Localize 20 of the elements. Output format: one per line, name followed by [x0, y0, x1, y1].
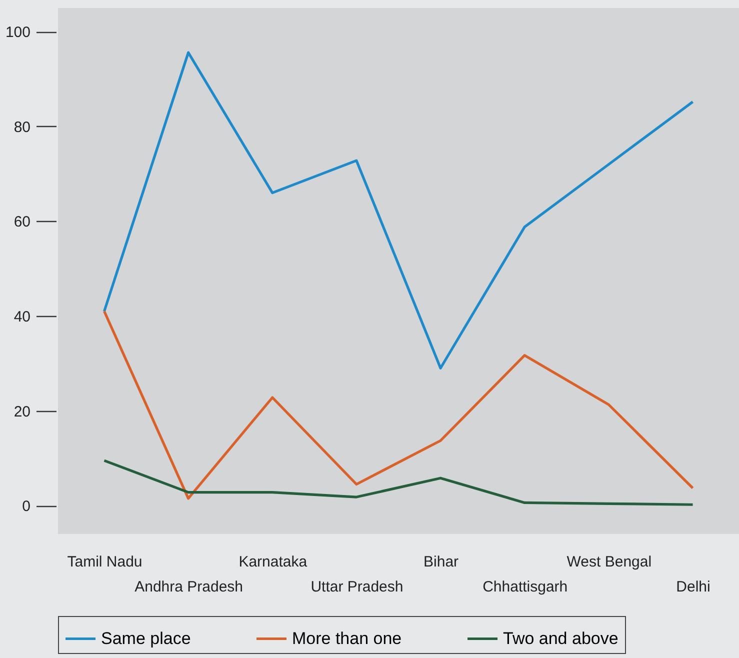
y-tick-label: 80	[14, 118, 30, 136]
x-tick-label: West Bengal	[566, 554, 652, 570]
y-tick-label: 60	[14, 214, 30, 231]
y-tick-label: 0	[22, 498, 30, 516]
legend-label: Two and above	[503, 628, 618, 648]
x-tick-label: Andhra Pradesh	[134, 578, 244, 596]
x-tick-label: Uttar Pradesh	[310, 578, 404, 596]
y-tick-label: 40	[14, 308, 30, 326]
line-series	[102, 310, 694, 500]
line-series	[102, 51, 694, 370]
x-tick-label: Karnataka	[238, 554, 308, 570]
x-tick-label: Tamil Nadu	[67, 554, 142, 570]
legend-label: Same place	[101, 628, 191, 648]
x-tick-label: Delhi	[676, 578, 710, 596]
y-tick-label: 20	[14, 403, 30, 420]
legend-label: More than one	[292, 628, 402, 648]
x-tick-label: Bihar	[424, 554, 459, 570]
y-tick-label: 100	[5, 24, 30, 42]
x-tick-label: Chhattisgarh	[482, 578, 568, 596]
line-series	[102, 459, 694, 506]
